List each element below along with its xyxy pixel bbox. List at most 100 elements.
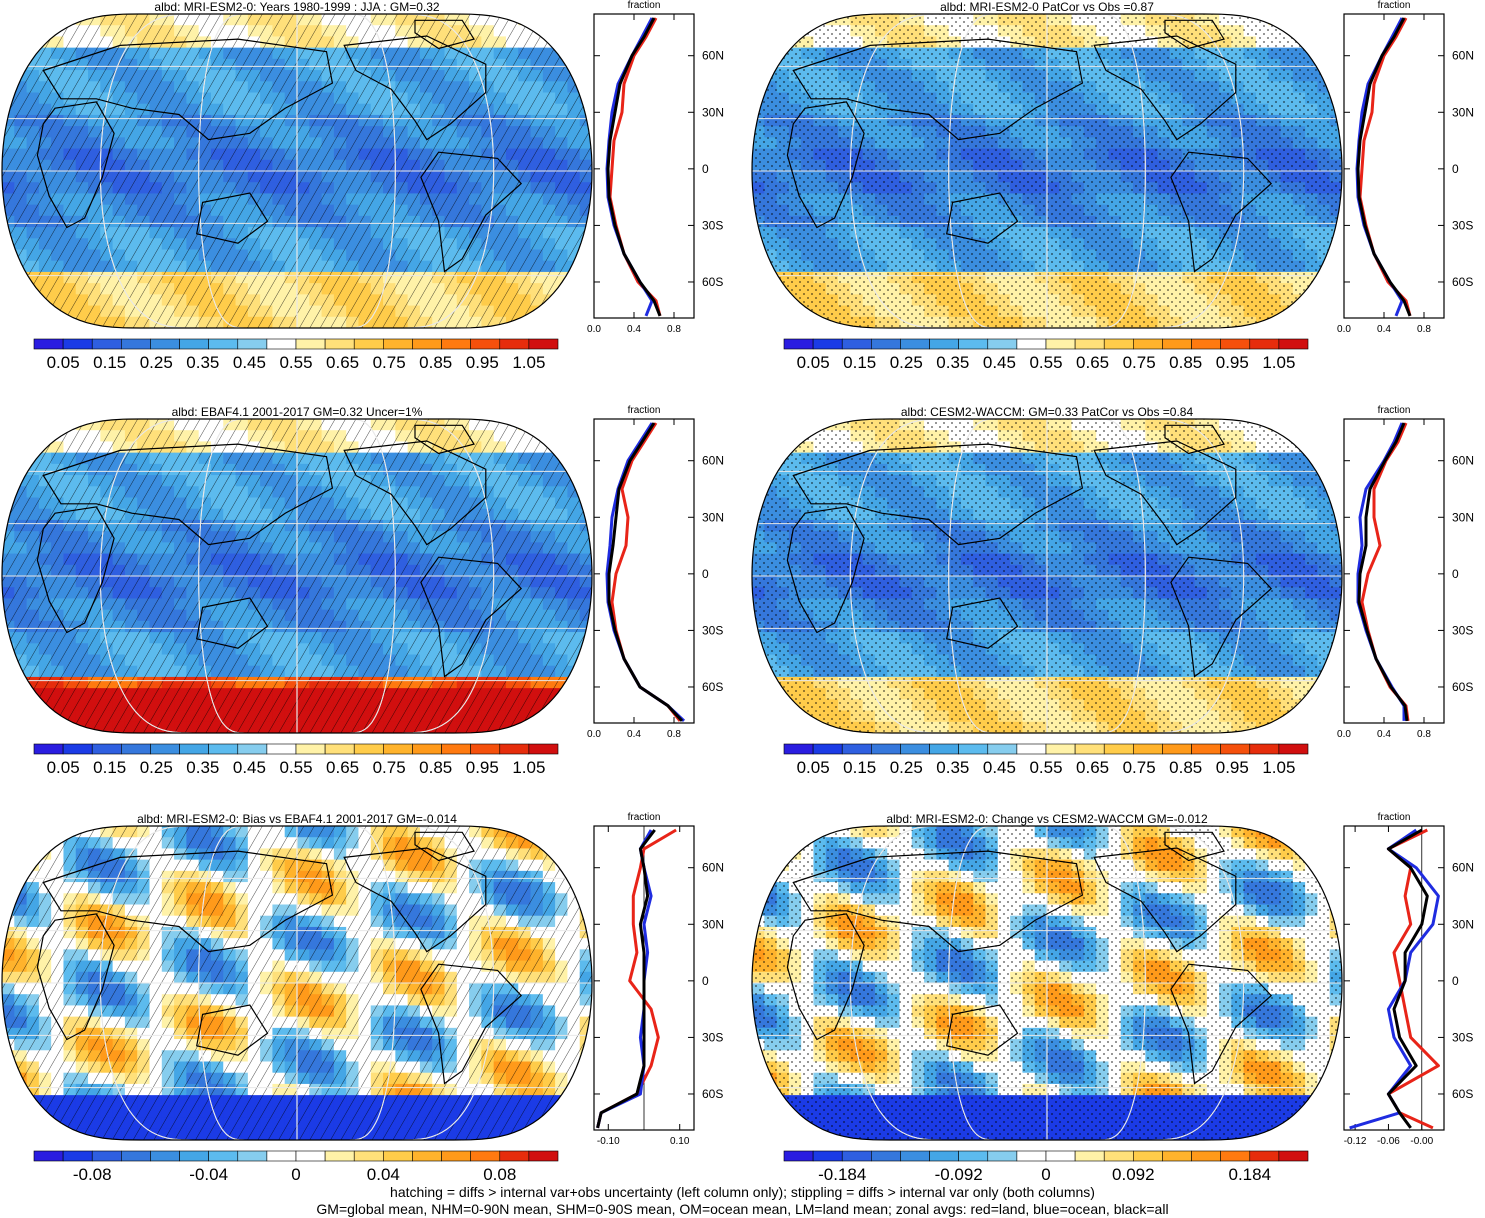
colorbar-swatch	[871, 338, 901, 350]
colorbar-swatch	[1016, 1150, 1047, 1162]
zonal-ytick-label: 0	[702, 162, 709, 176]
zonal-xtick-label: -0.06	[1377, 1136, 1400, 1147]
colorbar-swatch	[499, 743, 530, 755]
colorbar-swatch	[353, 1150, 384, 1162]
colorbar-swatch	[987, 338, 1018, 350]
zonal-ytick-label: 30S	[702, 1030, 723, 1044]
colorbar-label: 0.05	[797, 758, 830, 777]
zonal-ytick-label: 30N	[1452, 917, 1474, 931]
panel-svg: 0.05 0.15 0.25 0.35 0.45 0.55 0.65 0.75 0.85 0.95…	[751, 418, 1474, 777]
colorbar-swatch	[324, 338, 355, 350]
colorbar: 0.05 0.15 0.25 0.35 0.45 0.55 0.65 0.75 0.85 0.95…	[33, 338, 559, 372]
colorbar-label: 0.55	[279, 353, 312, 372]
colorbar-label: 0.15	[93, 758, 126, 777]
colorbar-label: 0.75	[373, 758, 406, 777]
zonal-line-all	[606, 17, 662, 317]
colorbar-swatch	[150, 338, 180, 350]
colorbar-swatch	[208, 743, 239, 755]
colorbar-swatch	[1220, 1150, 1251, 1162]
zonal-line-land	[596, 828, 677, 1129]
colorbar-swatch	[958, 1150, 989, 1162]
colorbar-swatch	[324, 743, 355, 755]
zonal-xtick-label: 0.0	[587, 324, 601, 335]
colorbar-label: 0.65	[326, 353, 359, 372]
zonal-plot: 60N 30N 0 30S 60S -0.12 -0.06 -0.00	[1343, 825, 1474, 1147]
colorbar-swatch	[958, 743, 989, 755]
zonal-ytick-label: 60S	[702, 680, 723, 694]
colorbar-label: 0.45	[983, 758, 1016, 777]
colorbar-label: 0.85	[419, 758, 452, 777]
colorbar-label: 0.35	[186, 353, 219, 372]
colorbar-swatch	[1045, 743, 1076, 755]
colorbar-label: 0.85	[419, 353, 452, 372]
colorbar-swatch	[324, 1150, 355, 1162]
zonal-title: fraction	[1377, 405, 1411, 416]
colorbar-label: -0.092	[935, 1165, 983, 1184]
zonal-xtick-label: 0.4	[1377, 324, 1391, 335]
colorbar-label: 0.45	[233, 353, 266, 372]
colorbar-swatch	[470, 743, 501, 755]
colorbar-swatch	[812, 1150, 843, 1162]
colorbar-swatch	[1162, 743, 1192, 755]
zonal-ytick-label: 0	[1452, 162, 1459, 176]
colorbar-swatch	[900, 743, 930, 755]
colorbar-swatch	[208, 338, 239, 350]
colorbar-swatch	[383, 338, 413, 350]
colorbar-swatch	[1074, 1150, 1105, 1162]
colorbar-label: 0.35	[936, 758, 969, 777]
zonal-xtick-label: 0.4	[627, 324, 641, 335]
colorbar-swatch	[441, 338, 471, 350]
zonal-ytick-label: 60S	[1452, 1087, 1473, 1101]
colorbar-swatch	[1278, 743, 1309, 755]
zonal-line-land	[610, 422, 682, 722]
colorbar-swatch	[295, 1150, 326, 1162]
map-outline	[751, 825, 1343, 1141]
colorbar-swatch	[812, 338, 843, 350]
colorbar-swatch	[121, 743, 151, 755]
colorbar-swatch	[528, 1150, 559, 1162]
panel-4: albd: CESM2-WACCM: GM=0.33 PatCor vs Obs…	[750, 405, 1485, 811]
colorbar-swatch	[62, 338, 93, 350]
colorbar-swatch	[295, 743, 326, 755]
colorbar-swatch	[1249, 1150, 1280, 1162]
colorbar-swatch	[237, 338, 268, 350]
colorbar-label: 0.35	[936, 353, 969, 372]
colorbar-swatch	[179, 743, 209, 755]
zonal-ytick-label: 60S	[1452, 680, 1473, 694]
zonal-ytick-label: 30S	[702, 623, 723, 637]
colorbar-label: 0.15	[93, 353, 126, 372]
map-title: albd: MRI-ESM2-0 PatCor vs Obs =0.87	[940, 0, 1154, 14]
zonal-ytick-label: 60N	[702, 49, 724, 63]
colorbar-label: 1.05	[512, 353, 545, 372]
colorbar-swatch	[33, 1150, 64, 1162]
colorbar-label: 0.15	[843, 758, 876, 777]
colorbar-label: 0.65	[1076, 353, 1109, 372]
map-outline	[751, 13, 1343, 329]
colorbar-label: 0.45	[233, 758, 266, 777]
zonal-title: fraction	[1377, 0, 1411, 11]
colorbar-swatch	[150, 1150, 180, 1162]
map-outline	[1, 825, 593, 1141]
colorbar-label: 0	[291, 1165, 300, 1184]
colorbar: -0.184 -0.092 0 0.092 0.184	[783, 1150, 1309, 1184]
colorbar-label: 0.75	[1123, 353, 1156, 372]
colorbar-label: 0.35	[186, 758, 219, 777]
panel-5: albd: MRI-ESM2-0: Bias vs EBAF4.1 2001-2…	[0, 812, 742, 1218]
colorbar-swatch	[237, 1150, 268, 1162]
zonal-ytick-label: 30S	[702, 218, 723, 232]
colorbar-label: 0.25	[140, 758, 173, 777]
colorbar-swatch	[91, 1150, 122, 1162]
colorbar-label: 0.55	[279, 758, 312, 777]
colorbar-label: 0.04	[367, 1165, 400, 1184]
colorbar-swatch	[1162, 1150, 1192, 1162]
colorbar-swatch	[1220, 743, 1251, 755]
colorbar-label: 0.85	[1169, 353, 1202, 372]
colorbar-swatch	[528, 338, 559, 350]
colorbar-swatch	[412, 1150, 442, 1162]
colorbar-label: 0.65	[326, 758, 359, 777]
colorbar-label: -0.184	[818, 1165, 866, 1184]
colorbar-label: 0.55	[1029, 353, 1062, 372]
colorbar-swatch	[470, 338, 501, 350]
zonal-line-ocean	[605, 422, 686, 722]
panel-svg: -0.08 -0.04 0 0.04 0.08 60N 30N 0 30S 60S -0.10 0.1…	[1, 825, 724, 1184]
